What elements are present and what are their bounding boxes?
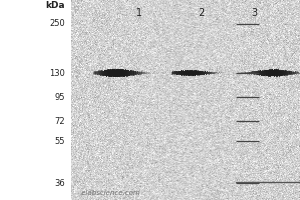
Text: 36: 36 bbox=[54, 178, 65, 188]
Text: 3: 3 bbox=[251, 8, 257, 18]
Text: kDa: kDa bbox=[45, 1, 65, 10]
Text: 1: 1 bbox=[136, 8, 142, 18]
Text: 2: 2 bbox=[198, 8, 204, 18]
Text: 250: 250 bbox=[49, 20, 65, 28]
Text: 55: 55 bbox=[54, 136, 65, 146]
Text: 72: 72 bbox=[54, 116, 65, 126]
Text: .elabscience.com: .elabscience.com bbox=[80, 190, 141, 196]
Text: 95: 95 bbox=[54, 92, 65, 102]
Text: 130: 130 bbox=[49, 68, 65, 77]
